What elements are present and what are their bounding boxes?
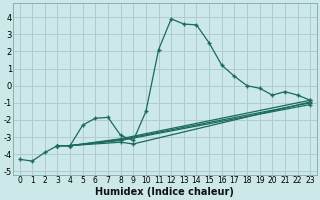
X-axis label: Humidex (Indice chaleur): Humidex (Indice chaleur) xyxy=(95,187,234,197)
